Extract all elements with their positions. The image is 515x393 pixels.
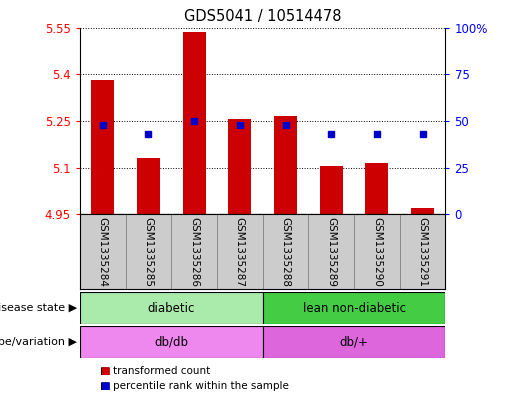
- Text: GSM1335290: GSM1335290: [372, 217, 382, 286]
- Text: GSM1335286: GSM1335286: [189, 217, 199, 286]
- Bar: [320, 166, 342, 214]
- Bar: [183, 32, 205, 214]
- Text: ■: ■: [100, 366, 110, 376]
- Bar: [263, 292, 445, 324]
- Text: db/db: db/db: [154, 336, 188, 349]
- Text: ■ transformed count: ■ transformed count: [100, 366, 211, 376]
- Bar: [228, 119, 251, 214]
- Bar: [366, 163, 388, 214]
- Text: ■: ■: [100, 381, 110, 391]
- Bar: [137, 158, 160, 214]
- Text: disease state ▶: disease state ▶: [0, 303, 77, 313]
- Text: GSM1335285: GSM1335285: [143, 217, 153, 286]
- Text: ■ percentile rank within the sample: ■ percentile rank within the sample: [100, 381, 289, 391]
- Text: diabetic: diabetic: [148, 301, 195, 315]
- Text: GSM1335291: GSM1335291: [418, 217, 427, 286]
- Bar: [91, 81, 114, 214]
- Text: GSM1335284: GSM1335284: [98, 217, 108, 286]
- Bar: [274, 116, 297, 214]
- Bar: [80, 326, 263, 358]
- Bar: [80, 292, 263, 324]
- Text: lean non-diabetic: lean non-diabetic: [303, 301, 406, 315]
- Text: GSM1335289: GSM1335289: [326, 217, 336, 286]
- Bar: [263, 326, 445, 358]
- Text: db/+: db/+: [339, 336, 369, 349]
- Text: GSM1335288: GSM1335288: [281, 217, 290, 286]
- Bar: [411, 208, 434, 214]
- Title: GDS5041 / 10514478: GDS5041 / 10514478: [184, 9, 341, 24]
- Text: genotype/variation ▶: genotype/variation ▶: [0, 337, 77, 347]
- Text: GSM1335287: GSM1335287: [235, 217, 245, 286]
